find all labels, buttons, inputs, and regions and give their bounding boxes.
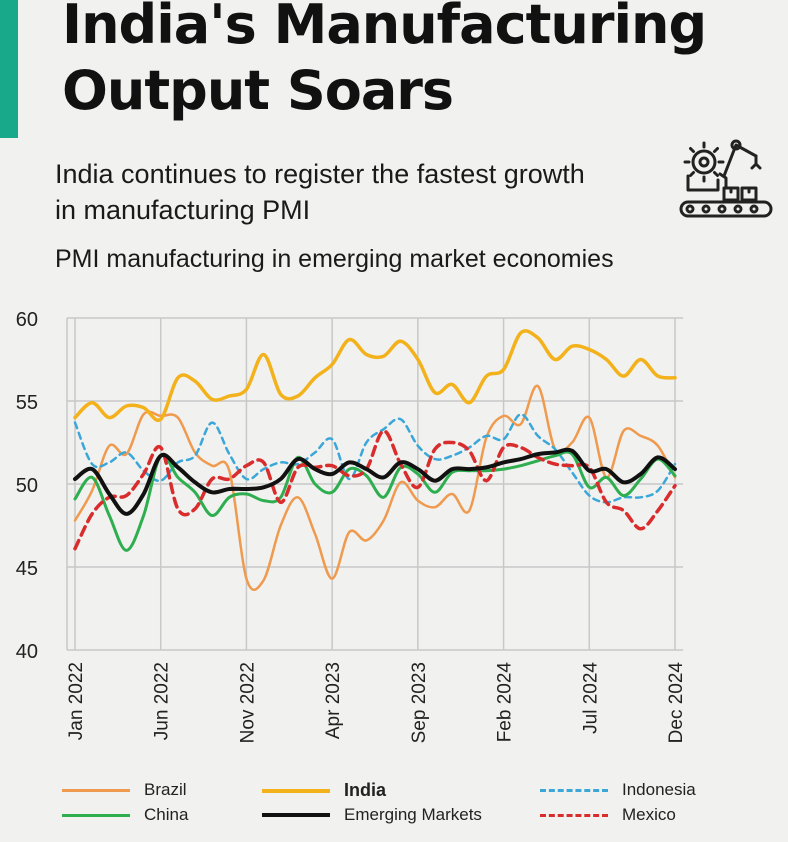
legend-item-mexico: Mexico: [540, 805, 676, 825]
legend-swatch-mexico: [540, 813, 608, 817]
page-title: India's Manufacturing Output Soars: [62, 0, 707, 124]
x-tick-label: Jun 2022: [152, 662, 173, 740]
y-tick-label: 60: [16, 309, 38, 331]
factory-robot-arm-icon: [679, 139, 773, 218]
title-line-2: Output Soars: [62, 59, 454, 122]
legend-label: Emerging Markets: [344, 805, 482, 824]
series-line-china: [73, 450, 677, 552]
legend-swatch-brazil: [62, 788, 130, 792]
legend-swatch-china: [62, 813, 130, 817]
legend-swatch-india: [262, 788, 330, 793]
subtitle-line-2: in manufacturing PMI: [55, 195, 311, 225]
x-tick-label: Dec 2024: [666, 662, 687, 744]
chart-grid: [66, 317, 683, 651]
series-line-em: [73, 447, 677, 516]
series-line-india: [73, 329, 677, 423]
legend-label: India: [344, 780, 387, 800]
legend-item-indonesia: Indonesia: [540, 780, 696, 800]
legend-item-brazil: Brazil: [62, 780, 187, 800]
chart-series: [73, 329, 677, 591]
title-line-1: India's Manufacturing: [62, 0, 707, 56]
legend-swatch-em: [262, 813, 330, 817]
y-tick-label: 40: [16, 641, 38, 663]
legend-label: Brazil: [144, 780, 187, 799]
x-tick-label: Jan 2022: [66, 662, 87, 740]
legend-label: Indonesia: [622, 780, 696, 799]
legend-item-india: India: [262, 780, 386, 801]
y-tick-label: 55: [16, 392, 38, 414]
legend-label: China: [144, 805, 189, 824]
y-tick-label: 45: [16, 558, 38, 580]
y-axis-ticks: 40 45 50 55 60: [16, 309, 38, 663]
x-tick-label: Apr 2023: [323, 662, 344, 739]
x-tick-label: Jul 2024: [580, 662, 601, 734]
legend-item-china: China: [62, 805, 188, 825]
legend-swatch-indonesia: [540, 788, 608, 792]
x-axis-ticks: Jan 2022 Jun 2022 Nov 2022 Apr 2023 Sep 2023…: [66, 662, 687, 744]
subtitle-line-1: India continues to register the fastest …: [55, 159, 585, 189]
chart-caption: PMI manufacturing in emerging market eco…: [55, 245, 614, 273]
x-tick-label: Feb 2024: [495, 662, 516, 743]
y-tick-label: 50: [16, 475, 38, 497]
legend-label: Mexico: [622, 805, 676, 824]
x-tick-label: Sep 2023: [409, 662, 430, 743]
accent-bar: [0, 0, 18, 138]
x-tick-label: Nov 2022: [237, 662, 258, 743]
legend-item-em: Emerging Markets: [262, 805, 482, 825]
series-line-mexico: [73, 429, 677, 551]
series-line-brazil: [73, 384, 677, 591]
subtitle: India continues to register the fastest …: [55, 156, 675, 228]
